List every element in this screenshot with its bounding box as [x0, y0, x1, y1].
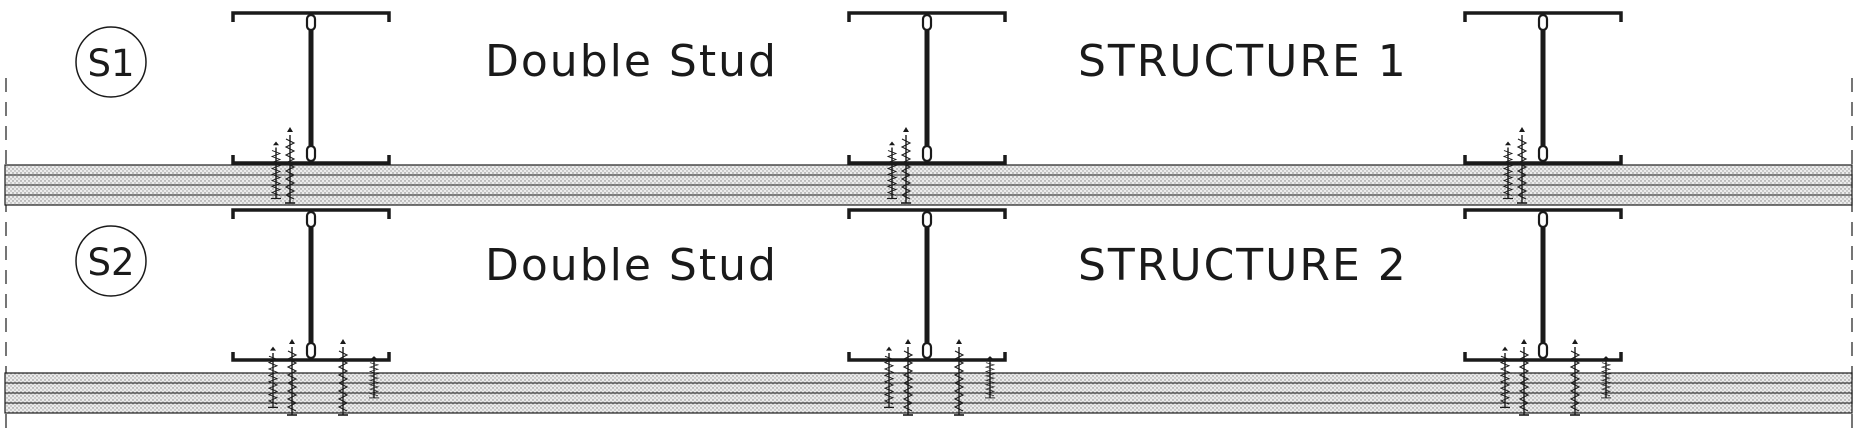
row-structure-1: S1 Double Stud STRUCTURE 1 — [4, 13, 1853, 206]
gypsum-board-layers — [4, 372, 1853, 414]
row-tag: S1 — [87, 42, 134, 85]
row-tag: S2 — [87, 241, 134, 284]
row-tag-circle — [75, 225, 147, 297]
structure-title: STRUCTURE 2 — [1078, 240, 1408, 291]
row-structure-2: S2 Double Stud STRUCTURE 2 — [4, 210, 1853, 416]
row-caption: Double Stud — [485, 240, 778, 291]
row-caption: Double Stud — [485, 36, 778, 87]
gypsum-board-layers — [4, 164, 1853, 206]
structure-title: STRUCTURE 1 — [1078, 36, 1408, 87]
row-tag-circle — [75, 26, 147, 98]
